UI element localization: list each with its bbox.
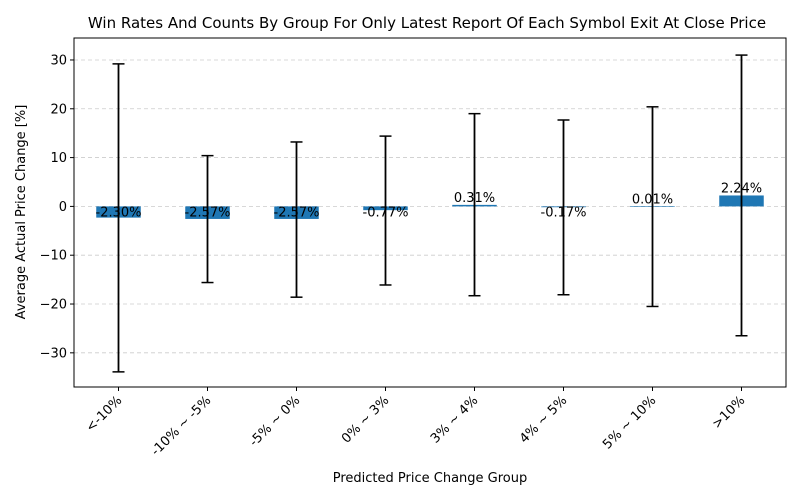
x-axis: <-10% -10% ~ -5% -5% ~ 0% 0% ~ 3% 3% ~ 4% 4% … [83, 387, 748, 459]
x-tick-label: 5% ~ 10% [600, 393, 659, 452]
y-tick-label: 10 [50, 151, 67, 166]
error-bars [112, 54, 748, 373]
y-tick-label: 30 [50, 53, 67, 68]
value-label: -2.57% [274, 205, 320, 220]
x-axis-label: Predicted Price Change Group [333, 471, 528, 486]
y-axis-label: Average Actual Price Change [%] [14, 105, 29, 320]
value-label: 0.31% [454, 191, 495, 206]
value-label: -2.30% [96, 205, 142, 220]
value-label: -2.57% [185, 205, 231, 220]
value-label: 0.01% [632, 192, 673, 207]
y-tick-label: 0 [59, 200, 67, 215]
y-tick-label: −10 [40, 249, 67, 264]
value-label: 2.24% [721, 181, 762, 196]
value-label: -0.17% [541, 205, 587, 220]
x-tick-label: -10% ~ -5% [149, 393, 215, 459]
plot-frame [73, 37, 787, 388]
value-label: -0.77% [363, 205, 409, 220]
grid-lines [74, 59, 786, 354]
y-axis: −30 −20 −10 0 10 20 30 [40, 53, 74, 361]
chart-title: Win Rates And Counts By Group For Only L… [88, 14, 766, 32]
x-tick-label: <-10% [83, 393, 125, 435]
x-tick-label: -5% ~ 0% [247, 393, 304, 450]
y-tick-label: −20 [40, 298, 67, 313]
x-tick-label: 4% ~ 5% [517, 393, 570, 446]
value-labels: -2.30% -2.57% -2.57% -0.77% 0.31% -0.17% 0.01%… [96, 181, 763, 220]
x-tick-label: >10% [710, 393, 749, 432]
y-tick-label: −30 [40, 346, 67, 361]
x-tick-label: 0% ~ 3% [339, 393, 392, 446]
y-tick-label: 20 [50, 102, 67, 117]
x-tick-label: 3% ~ 4% [428, 393, 481, 446]
